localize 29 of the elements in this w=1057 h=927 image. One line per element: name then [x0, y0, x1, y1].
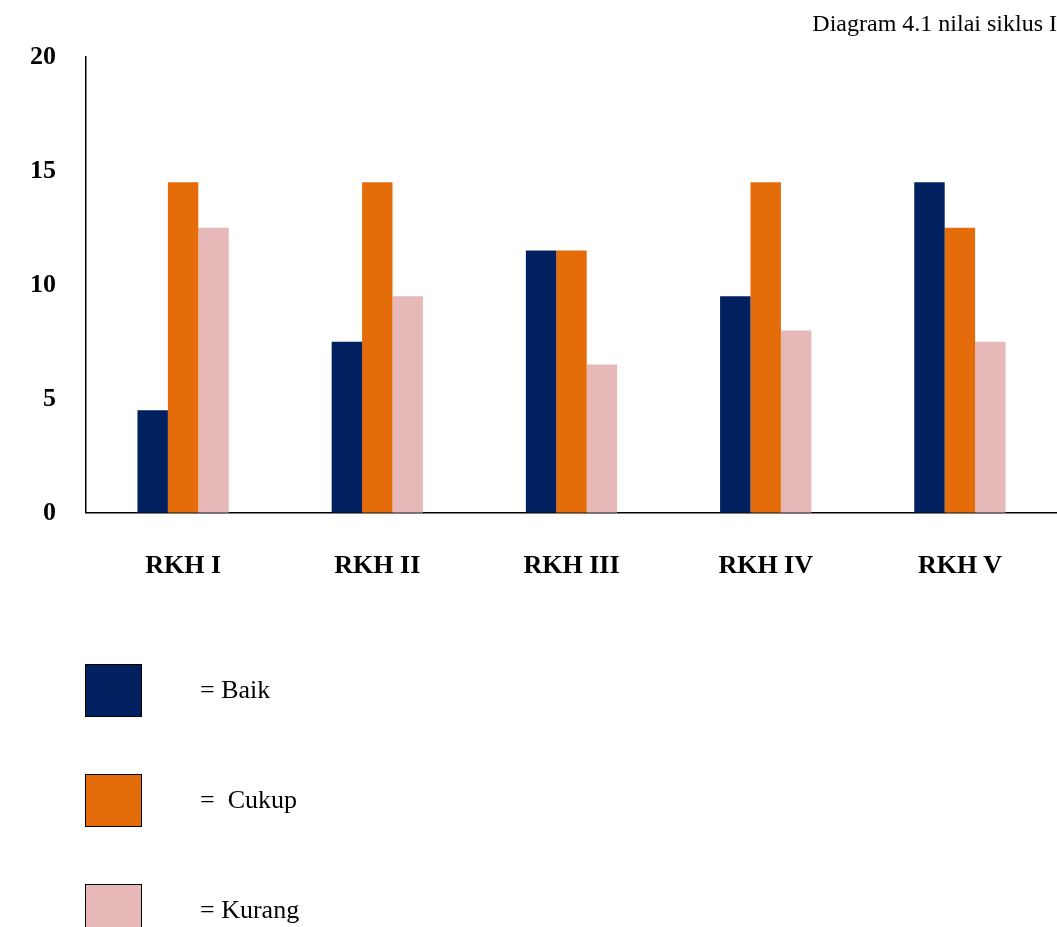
bar	[525, 250, 557, 513]
bar	[556, 250, 587, 513]
bar	[975, 341, 1006, 513]
bar	[362, 182, 393, 513]
bar	[167, 182, 199, 513]
y-tick-label: 0	[43, 496, 56, 526]
x-tick-label: RKH II	[334, 550, 421, 580]
bar	[331, 341, 363, 513]
bar	[137, 410, 168, 513]
x-tick-label: RKH I	[145, 550, 222, 580]
bar	[944, 227, 976, 513]
x-tick-label: RKH V	[917, 550, 1003, 580]
bar	[586, 364, 618, 513]
chart-title: Diagram 4.1 nilai siklus I	[812, 9, 1057, 36]
y-tick-label: 10	[30, 268, 56, 298]
legend-label: = Kurang	[200, 895, 300, 925]
x-tick-label: RKH IV	[718, 550, 814, 580]
bar	[780, 330, 812, 513]
legend-label: = Baik	[200, 675, 271, 705]
bar	[914, 182, 945, 513]
x-tick-label: RKH III	[523, 550, 620, 580]
legend-label: = Cukup	[200, 785, 298, 815]
bar	[198, 227, 229, 513]
bar	[720, 296, 751, 513]
bar	[392, 296, 423, 513]
y-tick-label: 20	[30, 40, 56, 70]
y-tick-label: 5	[43, 382, 56, 412]
y-tick-label: 15	[30, 154, 56, 184]
bar	[750, 182, 781, 513]
